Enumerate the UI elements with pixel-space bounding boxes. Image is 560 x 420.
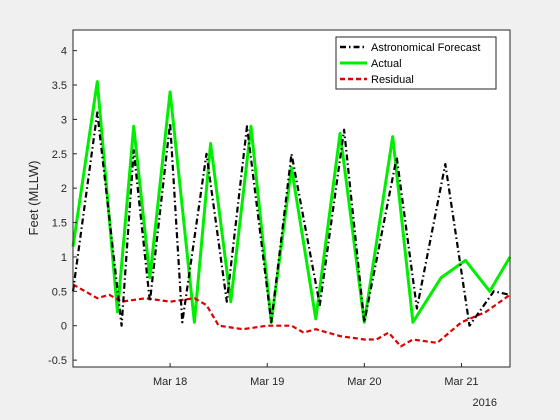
- y-tick-label: 0.5: [52, 286, 67, 298]
- legend-label-residual: Residual: [371, 74, 414, 86]
- y-tick-label: 4: [61, 46, 67, 58]
- y-tick-label: 1.5: [52, 218, 67, 230]
- series-line-astronomical-forecast: [71, 111, 511, 327]
- x-tick-label: Mar 21: [444, 376, 478, 388]
- x-tick-label: Mar 18: [153, 376, 187, 388]
- legend-label-forecast: Astronomical Forecast: [371, 42, 480, 54]
- x-tick-label: Mar 19: [250, 376, 284, 388]
- year-label: 2016: [473, 397, 497, 409]
- y-tick-label: 0: [61, 321, 67, 333]
- y-axis-label: Feet (MLLW): [26, 161, 41, 236]
- axes-box: [72, 29, 511, 368]
- y-tick-label: 2: [61, 183, 67, 195]
- y-tick-label: 3.5: [52, 80, 67, 92]
- x-axis: Mar 18 Mar 19 Mar 20 Mar 21: [153, 363, 479, 388]
- y-tick-label: 2.5: [52, 149, 67, 161]
- legend-label-actual: Actual: [371, 58, 402, 70]
- legend: Astronomical Forecast Actual Residual: [335, 36, 497, 90]
- series-layer: [71, 80, 512, 348]
- y-tick-label: 1: [61, 252, 67, 264]
- y-tick-label: -0.5: [48, 355, 67, 367]
- x-tick-label: Mar 20: [347, 376, 381, 388]
- y-axis: -0.5 0 0.5 1 1.5 2 2.5 3 3.5 4: [48, 46, 77, 367]
- y-tick-label: 3: [61, 114, 67, 126]
